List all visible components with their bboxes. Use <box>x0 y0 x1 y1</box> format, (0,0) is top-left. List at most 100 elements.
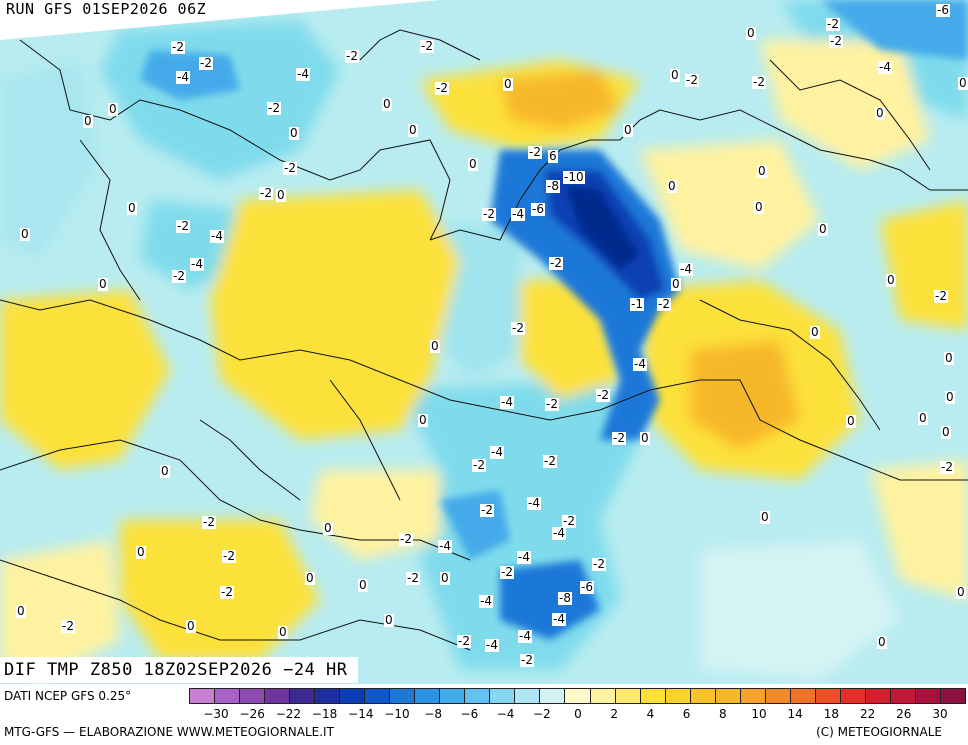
contour-label: -4 <box>176 70 190 84</box>
legend-swatch <box>439 688 466 704</box>
legend-tick-label: 18 <box>823 707 840 721</box>
contour-label: 0 <box>440 571 450 585</box>
contour-label: -8 <box>558 591 572 605</box>
contour-label: -4 <box>210 229 224 243</box>
contour-label: -4 <box>552 526 566 540</box>
legend-swatch <box>939 688 966 704</box>
contour-label: -2 <box>472 458 486 472</box>
contour-label: -2 <box>657 297 671 311</box>
contour-label: 0 <box>98 277 108 291</box>
legend-swatch <box>414 688 441 704</box>
contour-label: 0 <box>623 123 633 137</box>
contour-label: -4 <box>679 262 693 276</box>
contour-label: -4 <box>296 67 310 81</box>
legend-swatch <box>514 688 541 704</box>
contour-label: 0 <box>136 545 146 559</box>
legend-swatch <box>714 688 741 704</box>
legend-swatch <box>639 688 666 704</box>
contour-label: 0 <box>956 585 966 599</box>
contour-label: -2 <box>752 75 766 89</box>
contour-label: -4 <box>511 207 525 221</box>
legend-tick-label: 6 <box>682 707 691 721</box>
data-source-label: DATI NCEP GFS 0.25° <box>4 689 132 703</box>
legend-tick-label: 0 <box>574 707 582 721</box>
contour-label: -2 <box>500 565 514 579</box>
legend-tick-label: −26 <box>239 707 265 721</box>
contour-label: 0 <box>83 114 93 128</box>
contour-label: 0 <box>760 510 770 524</box>
contour-label: -4 <box>438 539 452 553</box>
contour-label: 0 <box>941 425 951 439</box>
coastlines <box>0 29 968 651</box>
legend-swatch <box>664 688 691 704</box>
legend-swatch <box>889 688 916 704</box>
contour-label: 0 <box>430 339 440 353</box>
legend-tick-label: 14 <box>787 707 803 721</box>
legend-swatch <box>539 688 566 704</box>
contour-label: -6 <box>531 202 545 216</box>
contour-label: -2 <box>596 388 610 402</box>
contour-label: -6 <box>580 580 594 594</box>
legend-tick-label: 30 <box>932 707 948 721</box>
legend-swatch <box>614 688 641 704</box>
contour-label: -2 <box>549 256 563 270</box>
legend-tick-label: 22 <box>859 707 876 721</box>
contour-label: 0 <box>278 625 288 639</box>
legend-swatch <box>564 688 591 704</box>
legend-swatch <box>739 688 766 704</box>
contour-label: 0 <box>958 76 968 90</box>
legend-tick-label: −4 <box>496 707 515 721</box>
legend-tick-label: 26 <box>896 707 912 721</box>
contour-label: -2 <box>283 161 297 175</box>
contour-label: 0 <box>640 431 650 445</box>
legend-tick-label: −8 <box>424 707 443 721</box>
legend-swatch <box>914 688 941 704</box>
contour-label: -2 <box>220 585 234 599</box>
contour-label: -4 <box>485 638 499 652</box>
contour-label: -4 <box>190 257 204 271</box>
temperature-anomaly-map: -2 -2 -4 -4 -2 -2 -2 -2 -2 -2 0 0 0 0 0 0 -2 -4 -4 -2 0 0 0 0 0-… <box>0 0 968 684</box>
legend-swatch <box>864 688 891 704</box>
contour-label: -1 <box>630 297 644 311</box>
legend-tick-label: −14 <box>348 707 374 721</box>
legend-tick-label: −2 <box>532 707 551 721</box>
contour-label: 0 <box>846 414 856 428</box>
contour-label: 0 <box>358 578 368 592</box>
contour-label: -2 <box>171 40 185 54</box>
map-canvas <box>0 0 968 680</box>
contour-label: 0 <box>468 157 478 171</box>
contour-label: -2 <box>202 515 216 529</box>
contour-label: -2 <box>612 431 626 445</box>
anomaly-field <box>0 0 968 680</box>
contour-label: 0 <box>382 97 392 111</box>
contour-label: -4 <box>552 612 566 626</box>
legend-swatch <box>589 688 616 704</box>
contour-label: -8 <box>546 179 560 193</box>
contour-label: 0 <box>818 222 828 236</box>
contour-label: 0 <box>289 126 299 140</box>
contour-label: 0 <box>671 277 681 291</box>
footer-copyright: (C) METEOGIORNALE <box>816 725 942 739</box>
contour-label: -2 <box>511 321 525 335</box>
contour-label: -2 <box>940 460 954 474</box>
contour-label: 0 <box>945 390 955 404</box>
color-scale-legend <box>189 688 966 704</box>
cold-anomaly-core <box>140 0 968 640</box>
legend-swatch <box>364 688 391 704</box>
contour-label: 0 <box>877 635 887 649</box>
legend-swatch <box>464 688 491 704</box>
contour-label: -2 <box>592 557 606 571</box>
contour-label: -2 <box>528 145 542 159</box>
contour-label: -2 <box>222 549 236 563</box>
footer-credit: MTG-GFS — ELABORAZIONE WWW.METEOGIORNALE… <box>4 725 334 739</box>
contour-label: -4 <box>490 445 504 459</box>
contour-label: 0 <box>16 604 26 618</box>
contour-label: 0 <box>276 188 286 202</box>
run-title: RUN GFS 01SEP2026 06Z <box>4 0 211 19</box>
legend-swatch <box>289 688 316 704</box>
contour-label: 0 <box>754 200 764 214</box>
contour-label: -2 <box>420 39 434 53</box>
legend-tick-label: 4 <box>646 707 655 721</box>
legend-swatch <box>389 688 416 704</box>
contour-label: -2 <box>176 219 190 233</box>
